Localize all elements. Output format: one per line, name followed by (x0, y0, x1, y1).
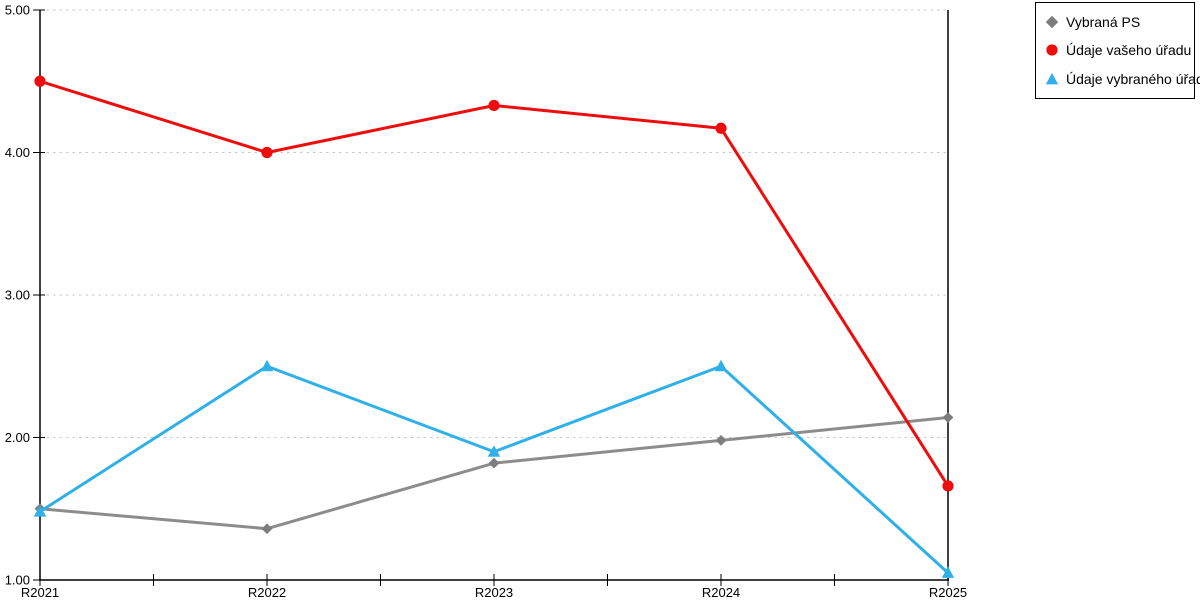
legend-item-udaje-vybraneho-uradu[interactable]: Údaje vybraného úřadu (1045, 65, 1200, 93)
data-point-circle (34, 75, 46, 87)
y-tick-label: 1.00 (5, 573, 30, 588)
y-tick-label: 4.00 (5, 145, 30, 160)
legend-label: Údaje vašeho úřadu (1066, 42, 1192, 59)
legend-label: Vybraná PS (1066, 14, 1141, 31)
diamond-icon (1045, 15, 1059, 29)
x-tick-label: R2024 (702, 585, 740, 600)
data-point-diamond (488, 457, 500, 469)
x-tick-label: R2021 (21, 585, 59, 600)
legend-label: Údaje vybraného úřadu (1066, 70, 1200, 87)
data-point-triangle (941, 566, 955, 578)
legend-item-vybrana-ps[interactable]: Vybraná PS (1045, 8, 1188, 36)
data-point-triangle (714, 359, 728, 372)
chart-legend: Vybraná PS Údaje vašeho úřadu Údaje vybr… (1035, 2, 1200, 99)
data-point-diamond (715, 434, 727, 446)
circle-icon (1046, 44, 1058, 57)
data-point-diamond (261, 523, 273, 535)
y-tick-label: 2.00 (5, 430, 30, 445)
legend-item-udaje-vaseho-uradu[interactable]: Údaje vašeho úřadu (1045, 36, 1192, 64)
series-line (39, 364, 950, 574)
series-line (39, 416, 949, 531)
x-tick-label: R2022 (248, 585, 286, 600)
triangle-icon (1045, 72, 1059, 85)
data-point-triangle (487, 445, 501, 457)
data-point-circle (488, 99, 500, 112)
x-tick-label: R2025 (929, 585, 967, 600)
data-point-triangle (33, 505, 47, 517)
data-point-diamond (942, 412, 954, 423)
data-point-circle (715, 122, 727, 134)
x-tick-label: R2023 (475, 585, 513, 600)
data-point-circle (261, 146, 273, 159)
y-tick-label: 3.00 (5, 288, 30, 303)
data-point-triangle (260, 359, 274, 372)
data-point-circle (942, 480, 954, 492)
y-tick-label: 5.00 (5, 3, 30, 18)
